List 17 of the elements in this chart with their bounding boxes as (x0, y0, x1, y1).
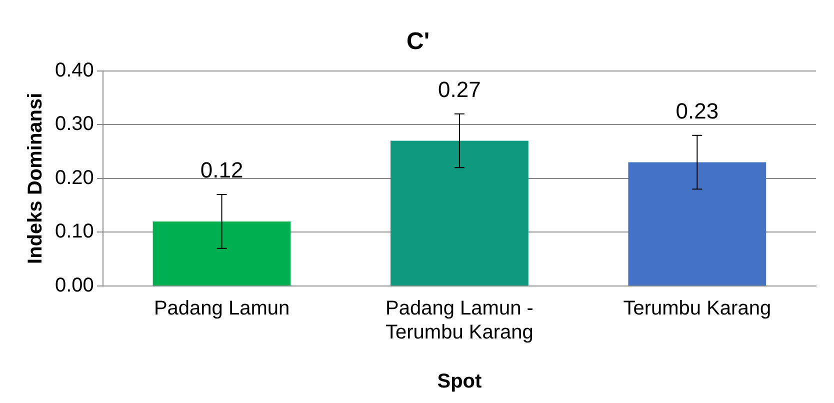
chart-title: C' (406, 28, 430, 56)
bar (152, 221, 291, 286)
x-axis-title: Spot (437, 370, 482, 393)
y-tick-label: 0.20 (54, 166, 94, 189)
x-tick-label: Padang Lamun - Terumbu Karang (386, 298, 534, 344)
y-tick-label: 0.00 (54, 274, 94, 297)
x-tick-label: Terumbu Karang (623, 298, 772, 320)
data-label: 0.12 (200, 158, 244, 183)
y-tick-label: 0.40 (54, 59, 94, 82)
bar (628, 162, 766, 286)
bar (390, 140, 528, 286)
data-label: 0.27 (438, 76, 481, 102)
x-tick-label: Padang Lamun (154, 298, 290, 320)
y-axis-title: Indeks Dominansi (24, 92, 47, 264)
data-label: 0.23 (676, 98, 719, 124)
y-tick-label: 0.10 (54, 220, 94, 243)
y-tick-label: 0.30 (54, 113, 94, 136)
